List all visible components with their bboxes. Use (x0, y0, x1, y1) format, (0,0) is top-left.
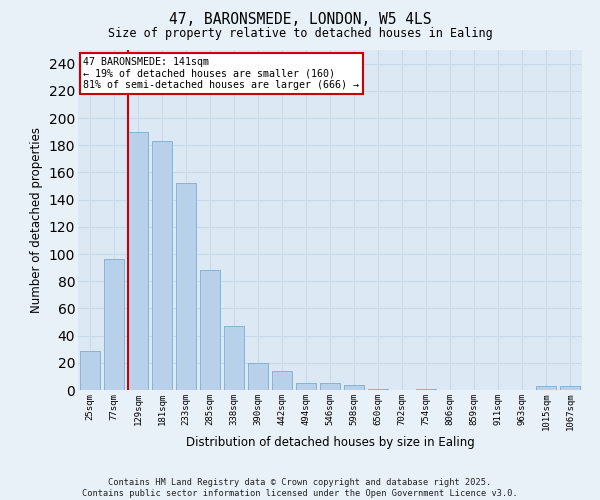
Bar (368, 388, 388, 390)
Text: 47, BARONSMEDE, LONDON, W5 4LS: 47, BARONSMEDE, LONDON, W5 4LS (169, 12, 431, 28)
Text: Contains HM Land Registry data © Crown copyright and database right 2025.
Contai: Contains HM Land Registry data © Crown c… (82, 478, 518, 498)
Bar (104, 260, 124, 390)
Bar (200, 270, 220, 390)
Text: Size of property relative to detached houses in Ealing: Size of property relative to detached ho… (107, 28, 493, 40)
Bar (416, 388, 436, 390)
Bar (320, 383, 340, 390)
Bar (176, 184, 196, 390)
Y-axis label: Number of detached properties: Number of detached properties (30, 127, 43, 313)
Bar (272, 371, 292, 390)
Bar (536, 386, 556, 390)
Bar (248, 363, 268, 390)
Bar (128, 132, 148, 390)
Bar (224, 326, 244, 390)
Bar (344, 384, 364, 390)
Text: 47 BARONSMEDE: 141sqm
← 19% of detached houses are smaller (160)
81% of semi-det: 47 BARONSMEDE: 141sqm ← 19% of detached … (83, 57, 359, 90)
Bar (80, 350, 100, 390)
Bar (560, 386, 580, 390)
Bar (296, 383, 316, 390)
Bar (152, 141, 172, 390)
X-axis label: Distribution of detached houses by size in Ealing: Distribution of detached houses by size … (185, 436, 475, 449)
